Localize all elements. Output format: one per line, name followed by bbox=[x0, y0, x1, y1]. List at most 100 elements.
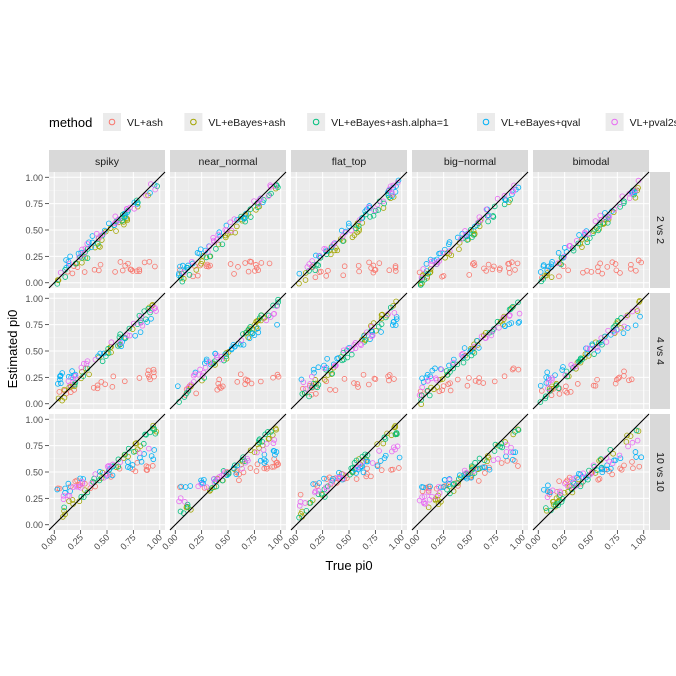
data-point bbox=[189, 258, 195, 265]
data-point bbox=[151, 305, 158, 312]
data-point bbox=[593, 225, 600, 231]
data-point bbox=[182, 499, 188, 505]
data-point bbox=[346, 223, 352, 229]
data-point bbox=[252, 268, 258, 274]
data-point bbox=[64, 492, 71, 499]
data-point bbox=[372, 376, 379, 382]
data-point bbox=[322, 494, 328, 500]
y-tick-label: 0.75 bbox=[25, 199, 43, 209]
data-point bbox=[612, 261, 619, 267]
data-point bbox=[500, 315, 507, 321]
data-point bbox=[271, 437, 278, 443]
data-point bbox=[112, 213, 119, 220]
data-point bbox=[300, 379, 307, 386]
data-point bbox=[302, 277, 309, 283]
data-point bbox=[126, 332, 133, 339]
data-point bbox=[88, 244, 95, 251]
data-point bbox=[117, 259, 124, 265]
data-point bbox=[84, 246, 91, 252]
data-point bbox=[366, 381, 372, 388]
data-point bbox=[433, 375, 439, 381]
data-point bbox=[247, 465, 254, 471]
data-point bbox=[610, 450, 616, 457]
data-point bbox=[351, 232, 358, 238]
data-point bbox=[69, 270, 76, 277]
data-point bbox=[151, 373, 157, 380]
data-point bbox=[617, 465, 623, 472]
data-point bbox=[190, 372, 197, 379]
data-point bbox=[416, 269, 423, 276]
data-point bbox=[82, 255, 89, 261]
data-point bbox=[616, 374, 623, 381]
data-point bbox=[192, 371, 198, 378]
data-point bbox=[245, 327, 252, 333]
data-point bbox=[481, 265, 487, 272]
data-point bbox=[451, 356, 457, 363]
data-point bbox=[584, 345, 591, 352]
data-point bbox=[122, 210, 128, 217]
data-point bbox=[429, 367, 436, 374]
data-point bbox=[455, 480, 461, 486]
data-point bbox=[354, 381, 361, 387]
data-point bbox=[97, 350, 104, 357]
data-point bbox=[310, 481, 316, 487]
legend-key-bg bbox=[605, 113, 624, 131]
data-point bbox=[370, 269, 377, 276]
data-point bbox=[176, 498, 182, 505]
data-point bbox=[143, 192, 149, 199]
x-tick-label: 0.50 bbox=[213, 532, 232, 551]
data-point bbox=[461, 345, 468, 351]
data-point bbox=[627, 266, 634, 272]
data-point bbox=[299, 391, 306, 397]
data-point bbox=[323, 365, 330, 371]
strip-col-label-3: big−normal bbox=[444, 156, 496, 168]
data-point bbox=[304, 264, 311, 270]
data-point bbox=[624, 325, 631, 331]
data-point bbox=[256, 445, 262, 451]
data-point bbox=[355, 262, 362, 269]
data-point bbox=[543, 380, 550, 386]
data-point bbox=[253, 468, 260, 474]
x-tick-label: 1.00 bbox=[508, 532, 527, 551]
data-point bbox=[579, 244, 585, 250]
data-point bbox=[332, 387, 339, 393]
data-point bbox=[568, 362, 575, 368]
data-point bbox=[81, 251, 87, 257]
reference-line bbox=[48, 292, 166, 410]
data-point bbox=[425, 489, 432, 495]
data-point bbox=[389, 189, 395, 196]
data-point bbox=[218, 354, 225, 360]
data-point bbox=[109, 384, 116, 390]
data-point bbox=[434, 259, 441, 266]
data-point bbox=[632, 322, 639, 329]
data-point bbox=[553, 495, 560, 501]
data-point bbox=[385, 373, 391, 380]
data-point bbox=[606, 458, 613, 465]
data-point bbox=[259, 438, 266, 445]
data-point bbox=[609, 259, 616, 265]
data-point bbox=[543, 507, 550, 514]
data-point bbox=[297, 491, 304, 498]
data-point bbox=[362, 211, 369, 218]
data-point bbox=[323, 246, 329, 253]
data-point bbox=[446, 241, 452, 248]
data-point bbox=[340, 471, 346, 478]
data-point bbox=[75, 250, 82, 257]
x-tick-label: 0.00 bbox=[402, 532, 421, 551]
data-point bbox=[341, 376, 348, 382]
data-point bbox=[56, 389, 63, 395]
legend-key-2 bbox=[312, 118, 320, 126]
data-point bbox=[432, 497, 439, 504]
data-point bbox=[389, 448, 395, 455]
data-point bbox=[424, 275, 430, 281]
data-point bbox=[118, 343, 124, 350]
data-point bbox=[352, 345, 359, 352]
data-point bbox=[321, 365, 328, 372]
data-point bbox=[59, 370, 66, 376]
data-point bbox=[327, 251, 334, 258]
data-point bbox=[476, 465, 483, 472]
data-point bbox=[321, 475, 327, 482]
data-point bbox=[628, 376, 635, 383]
data-point bbox=[216, 474, 222, 480]
strip-col-0 bbox=[49, 150, 165, 172]
